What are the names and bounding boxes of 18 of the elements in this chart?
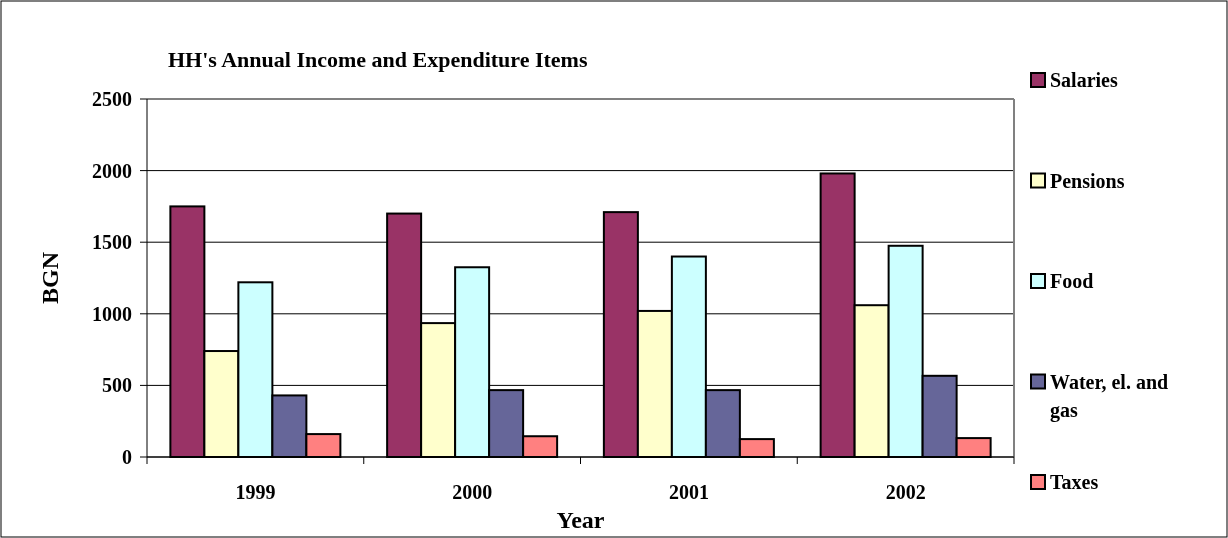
legend-label: Water, el. and gas: [1050, 370, 1169, 422]
y-tick-label: 2500: [92, 88, 132, 110]
legend-label: Salaries: [1050, 69, 1118, 91]
y-axis-title: BGN: [37, 251, 63, 305]
y-tick-label: 0: [122, 446, 132, 468]
y-tick-label: 1500: [92, 231, 132, 254]
y-tick-label: 2000: [92, 159, 132, 182]
chart-title: HH's Annual Income and Expenditure Items: [168, 47, 588, 72]
y-tick-label: 1000: [92, 302, 132, 325]
legend-label: Food: [1050, 270, 1094, 292]
x-tick-label: 1999: [235, 481, 276, 503]
y-tick-label: 500: [102, 374, 132, 397]
x-tick-label: 2001: [668, 481, 709, 503]
x-tick-label: 2000: [452, 481, 493, 503]
legend-label: Taxes: [1050, 471, 1099, 493]
x-tick-label: 2002: [885, 481, 926, 503]
x-axis-title: Year: [556, 507, 605, 533]
legend-label: Pensions: [1050, 169, 1125, 192]
